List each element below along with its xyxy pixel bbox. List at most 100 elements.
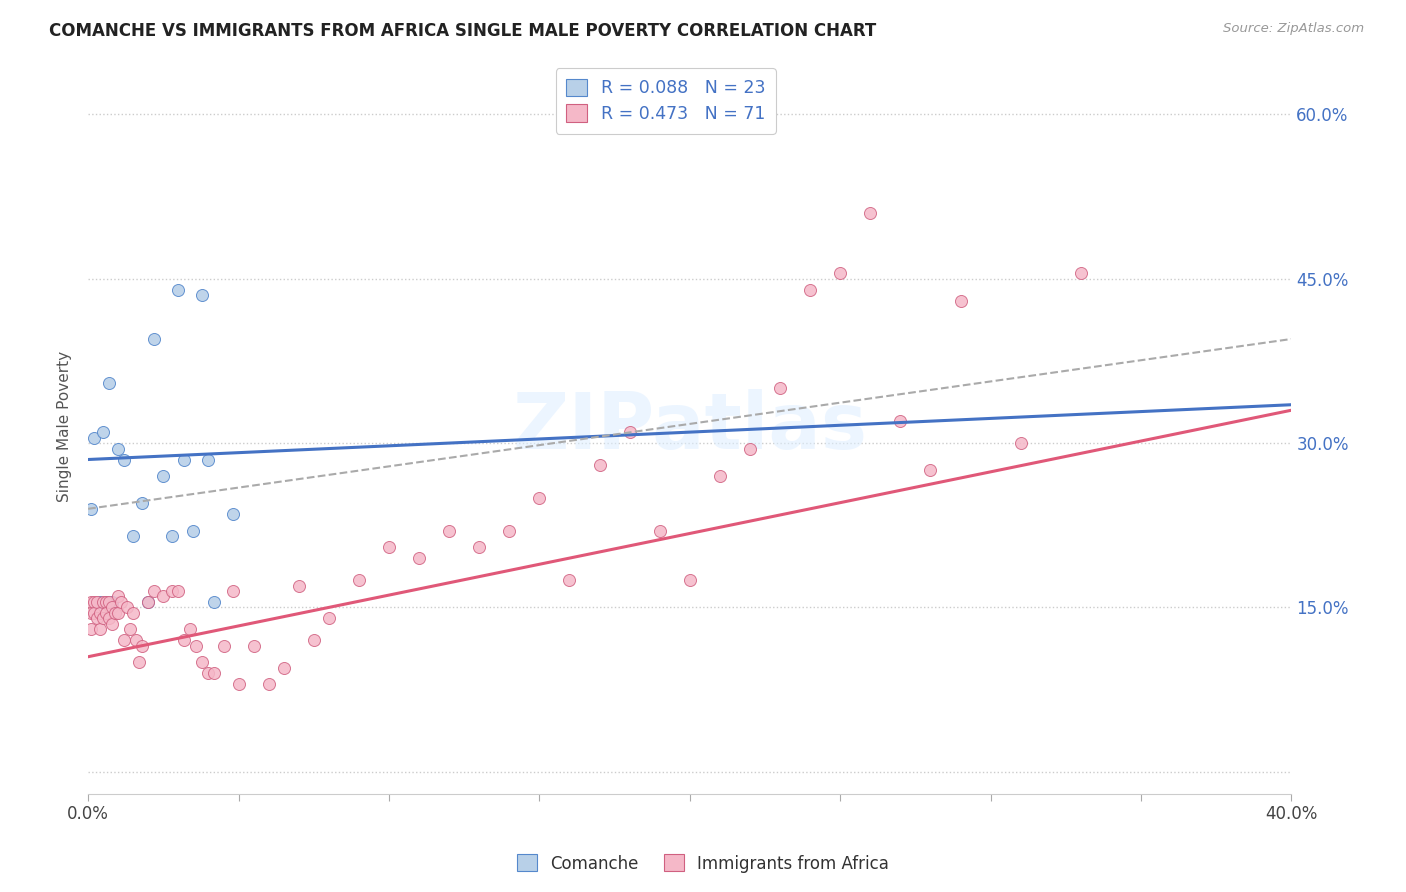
Point [86,611,108,625]
Point [197,452,219,467]
Point [96,606,118,620]
Point [98,376,121,390]
Point [197,666,219,681]
Point [179,623,201,637]
Point [89,595,111,609]
Point [619,86,641,100]
Point [128,655,150,669]
Point [101,600,124,615]
Point [91,425,114,439]
Point [167,283,190,297]
Point [80,501,103,516]
Point [183,524,205,538]
Point [191,288,214,302]
Point [112,452,135,467]
Point [96,595,118,609]
Point [120,623,142,637]
Point [212,639,235,653]
Text: COMANCHE VS IMMIGRANTS FROM AFRICA SINGLE MALE POVERTY CORRELATION CHART: COMANCHE VS IMMIGRANTS FROM AFRICA SINGL… [49,22,876,40]
Point [302,633,325,648]
Point [101,616,124,631]
Point [889,414,911,428]
Point [648,524,671,538]
Text: Source: ZipAtlas.com: Source: ZipAtlas.com [1223,22,1364,36]
Point [920,463,942,477]
Point [318,611,340,625]
Point [1070,266,1092,280]
Point [89,606,111,620]
Point [91,611,114,625]
Point [738,442,761,456]
Point [122,529,145,543]
Point [709,469,731,483]
Point [468,540,491,554]
Point [98,611,121,625]
Point [152,590,174,604]
Point [408,551,430,566]
Point [588,458,610,472]
Point [221,508,243,522]
Point [80,606,103,620]
Point [347,573,370,587]
Point [1010,436,1032,450]
Point [136,595,159,609]
Point [378,540,401,554]
Point [101,595,124,609]
Text: ZIPatlas: ZIPatlas [512,389,868,465]
Point [107,606,129,620]
Point [117,600,139,615]
Point [89,623,111,637]
Point [162,529,184,543]
Point [769,381,792,395]
Point [173,452,195,467]
Point [287,578,309,592]
Point [679,573,702,587]
Point [257,677,280,691]
Point [167,584,190,599]
Point [91,595,114,609]
Point [830,266,852,280]
Point [136,595,159,609]
Point [437,524,460,538]
Legend: R = 0.088   N = 23, R = 0.473   N = 71: R = 0.088 N = 23, R = 0.473 N = 71 [555,69,776,134]
Point [86,595,108,609]
Point [558,573,581,587]
Point [221,584,243,599]
Point [112,633,135,648]
Point [104,606,127,620]
Point [122,606,145,620]
Point [228,677,250,691]
Point [152,469,174,483]
Point [619,425,641,439]
Point [529,491,551,505]
Point [242,639,264,653]
Point [143,332,166,346]
Point [143,584,166,599]
Y-axis label: Single Male Poverty: Single Male Poverty [58,351,72,502]
Point [186,639,208,653]
Point [110,595,132,609]
Point [131,496,153,510]
Legend: Comanche, Immigrants from Africa: Comanche, Immigrants from Africa [510,847,896,880]
Point [162,584,184,599]
Point [131,639,153,653]
Point [96,595,118,609]
Point [173,633,195,648]
Point [80,595,103,609]
Point [83,606,105,620]
Point [273,661,295,675]
Point [859,206,882,220]
Point [83,595,105,609]
Point [107,590,129,604]
Point [83,431,105,445]
Point [498,524,520,538]
Point [191,655,214,669]
Point [204,595,226,609]
Point [80,623,103,637]
Point [125,633,148,648]
Point [204,666,226,681]
Point [799,283,821,297]
Point [949,293,972,308]
Point [98,595,121,609]
Point [107,442,129,456]
